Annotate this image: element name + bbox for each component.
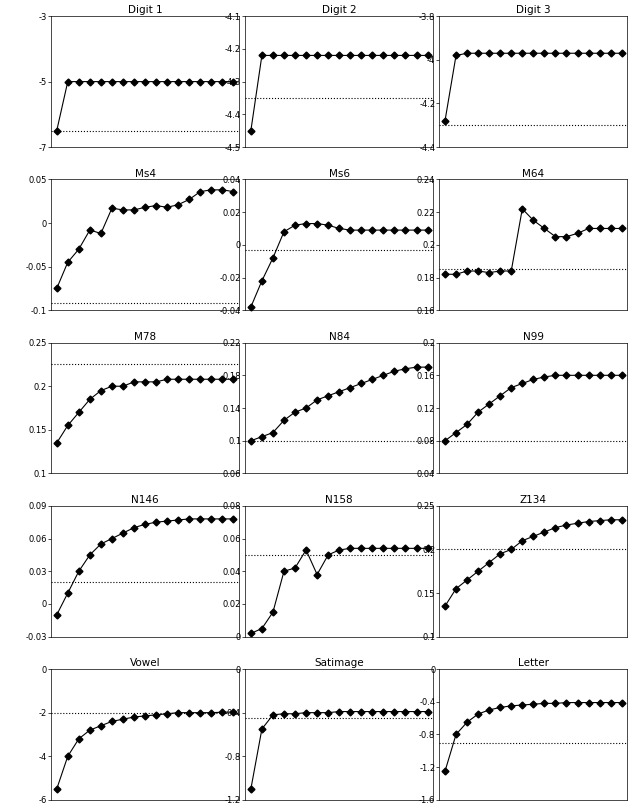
Title: Ms4: Ms4: [134, 169, 156, 179]
Title: Z134: Z134: [520, 495, 547, 505]
Title: N146: N146: [131, 495, 159, 505]
Title: Digit 1: Digit 1: [128, 6, 163, 15]
Title: Satimage: Satimage: [314, 659, 364, 668]
Title: Digit 2: Digit 2: [322, 6, 356, 15]
Title: Letter: Letter: [518, 659, 549, 668]
Title: M78: M78: [134, 332, 156, 342]
Title: Digit 3: Digit 3: [516, 6, 550, 15]
Title: Ms6: Ms6: [329, 169, 349, 179]
Title: N84: N84: [329, 332, 349, 342]
Title: Vowel: Vowel: [130, 659, 161, 668]
Title: N158: N158: [325, 495, 353, 505]
Title: M64: M64: [522, 169, 545, 179]
Title: N99: N99: [523, 332, 544, 342]
